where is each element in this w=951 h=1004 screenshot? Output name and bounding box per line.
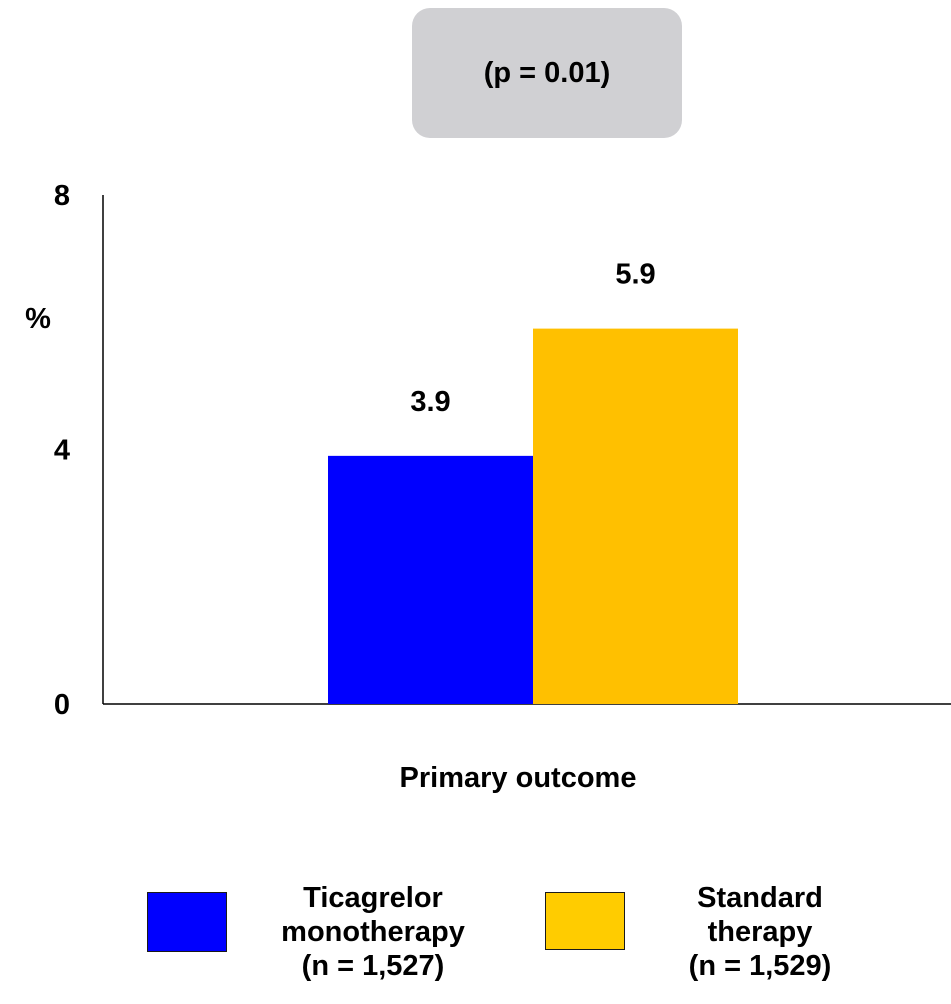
chart-axes: 0 4 8% Primary outcome bbox=[25, 180, 951, 794]
chart-bars bbox=[328, 328, 738, 704]
legend-line: Standard bbox=[697, 882, 823, 914]
legend-line: (n = 1,527) bbox=[301, 950, 445, 982]
p-value-annotation: (p = 0.01) bbox=[412, 8, 682, 138]
x-axis-label: Primary outcome bbox=[400, 762, 637, 794]
p-value-text: (p = 0.01) bbox=[483, 56, 611, 89]
legend-line: therapy bbox=[707, 916, 813, 948]
data-label: 3.9 bbox=[410, 386, 450, 418]
y-axis-label: % bbox=[25, 303, 51, 335]
y-tick-label: 0 bbox=[54, 689, 70, 721]
legend-line: monotherapy bbox=[281, 916, 465, 948]
bar-standard bbox=[533, 328, 738, 704]
legend-swatch-standard bbox=[545, 892, 625, 950]
y-tick-label: 8 bbox=[54, 180, 70, 212]
y-tick-label: 4 bbox=[54, 435, 70, 467]
bar-chart: 0 4 8% Primary outcome 3.9 5.9 bbox=[25, 180, 951, 794]
data-label: 5.9 bbox=[615, 259, 655, 291]
bar-ticagrelor bbox=[328, 455, 533, 704]
chart-labels: 3.9 5.9 bbox=[410, 259, 655, 418]
legend-swatch-ticagrelor bbox=[147, 892, 227, 952]
legend-label-standard: Standard therapy (n = 1,529) bbox=[640, 881, 880, 983]
legend-label-ticagrelor: Ticagrelor monotherapy (n = 1,527) bbox=[248, 881, 498, 983]
legend-line: (n = 1,529) bbox=[688, 950, 832, 982]
legend-line: Ticagrelor bbox=[303, 882, 443, 914]
